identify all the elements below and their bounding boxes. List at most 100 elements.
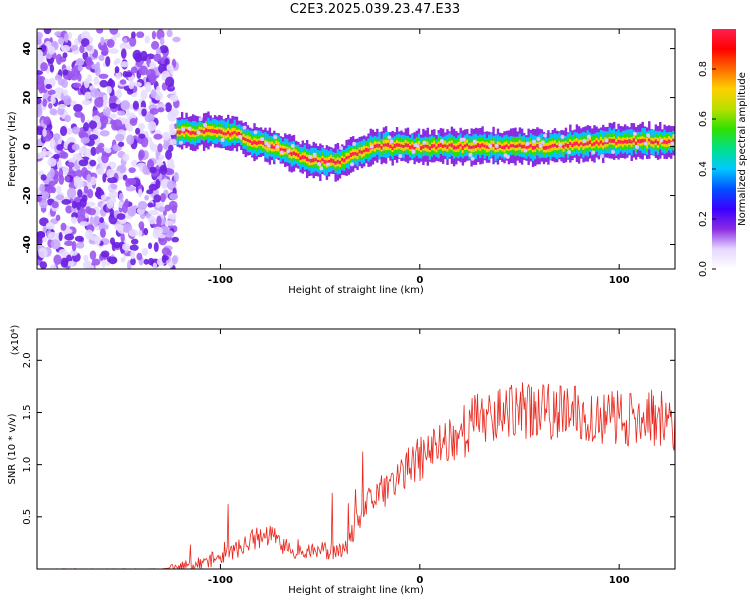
spectrogram-trace-cell — [505, 144, 508, 148]
spectrogram-noise-cell — [122, 243, 130, 251]
spectrogram-noise-cell — [153, 241, 159, 253]
spectrogram-trace-cell — [639, 139, 642, 144]
spectrogram-noise-cell — [87, 188, 94, 199]
spectrogram-trace-cell — [619, 140, 622, 144]
spectrogram-noise-cell — [63, 89, 68, 97]
spectrogram-trace-cell — [213, 129, 217, 134]
spectrogram-noise-cell — [130, 249, 136, 260]
spectrogram-halo-cell — [260, 137, 265, 142]
spectrogram-noise-cell — [58, 232, 63, 242]
spectrogram-noise-cell — [83, 254, 89, 262]
spectrogram-noise-cell — [91, 258, 101, 266]
spectrogram-trace-cell — [503, 145, 506, 150]
spectrogram-noise-cell — [109, 113, 118, 119]
spectrogram-trace-cell — [481, 143, 484, 147]
spectrogram-noise-cell — [61, 199, 72, 205]
spectrogram-trace-cell — [273, 146, 276, 149]
spectrogram-trace-cell — [479, 144, 482, 149]
spectrogram-halo-cell — [600, 154, 605, 159]
spectrogram-trace-cell — [569, 142, 572, 146]
spectrogram-trace-cell — [650, 140, 653, 144]
spectrogram-halo-cell — [582, 138, 587, 143]
spectrogram-noise-cell — [99, 217, 104, 224]
spectrogram-trace-cell — [518, 143, 522, 147]
spectrogram-trace-cell — [341, 157, 344, 162]
spectrogram-trace-cell — [580, 142, 583, 145]
spectrogram-trace-cell — [321, 158, 324, 162]
spectrogram-trace-cell — [446, 145, 449, 149]
spectrogram-trace-cell — [187, 130, 190, 134]
spectrogram-trace-cell — [332, 159, 335, 164]
spectrogram-noise-cell — [109, 29, 119, 35]
spectrogram-noise-cell — [71, 143, 80, 151]
spectrogram-noise-cell — [151, 30, 157, 40]
spectrogram-noise-cell — [101, 259, 106, 268]
spectrogram-noise-cell — [134, 52, 143, 63]
spectrogram-trace-cell — [382, 143, 386, 147]
spectrogram-noise-cell — [42, 148, 47, 158]
spectrogram-trace-cell — [303, 155, 307, 159]
spectrogram-trace-cell — [248, 139, 252, 143]
spectrogram-trace-cell — [597, 142, 601, 146]
spectrogram-trace-cell — [663, 139, 666, 144]
spectrogram-noise-cell — [166, 168, 175, 175]
spectrogram-trace-cell — [466, 143, 469, 147]
spectrogram-noise-cell — [130, 257, 136, 266]
spectrogram-noise-cell — [40, 62, 48, 72]
spectrogram-trace-cell — [512, 144, 515, 148]
spectrogram-trace-cell — [599, 140, 603, 144]
spectrogram-trace-cell — [373, 144, 377, 149]
spectrogram-trace-cell — [334, 161, 337, 165]
snr-ylabel: SNR (10 * v/v) — [7, 413, 18, 484]
spectrogram-trace-cell — [474, 144, 478, 148]
spectrogram-noise-cell — [37, 152, 43, 160]
spectrogram-trace-cell — [294, 152, 298, 156]
spectrogram-noise-cell — [110, 183, 118, 190]
spectrogram-noise-cell — [70, 44, 79, 51]
spectrogram-noise-cell — [71, 126, 81, 135]
spectrogram-noise-cell — [46, 184, 55, 194]
spectrogram-noise-cell — [149, 61, 156, 70]
spectrogram-noise-cell — [89, 176, 97, 186]
spectrogram-trace-cell — [301, 155, 304, 160]
spectrogram-trace-cell — [492, 144, 495, 147]
spectrogram-halo-cell — [339, 145, 344, 150]
spectrogram-noise-cell — [54, 74, 62, 81]
spectrogram-halo-cell — [538, 143, 543, 148]
spectrogram-noise-cell — [129, 36, 137, 47]
spectrogram-trace-cell — [621, 140, 625, 144]
snr-x-tick-label: 0 — [416, 575, 423, 586]
spectrogram-x-tick-label: 100 — [609, 275, 630, 286]
snr-x-tick-label: -100 — [208, 575, 233, 586]
spectrogram-noise-cell — [64, 233, 75, 241]
spectrogram-noise-cell — [147, 114, 155, 122]
spectrogram-trace-cell — [253, 140, 256, 145]
spectrogram-noise-cell — [47, 157, 57, 167]
spectrogram-noise-cell — [94, 237, 101, 245]
spectrogram-noise-cell — [157, 143, 163, 153]
spectrogram-noise-cell — [112, 119, 123, 130]
spectrogram-noise-cell — [89, 159, 97, 167]
spectrogram-halo-cell — [273, 135, 278, 140]
spectrogram-noise-cell — [140, 50, 148, 62]
spectrogram-noise-cell — [150, 89, 157, 99]
spectrogram-trace-cell — [319, 160, 322, 165]
spectrogram-noise-cell — [72, 82, 82, 89]
spectrogram-trace-cell — [257, 140, 261, 145]
spectrogram-noise-cell — [147, 120, 157, 132]
spectrogram-noise-cell — [58, 103, 67, 110]
spectrogram-noise-cell — [135, 127, 141, 135]
spectrogram-trace-cell — [452, 145, 456, 150]
spectrogram-y-tick-label: 40 — [22, 42, 33, 56]
spectrogram-halo-cell — [472, 139, 477, 144]
spectrogram-noise-cell — [55, 214, 61, 222]
spectrogram-halo-cell — [203, 122, 208, 127]
spectrogram-noise-cell — [85, 229, 94, 240]
spectrogram-noise-cell — [164, 102, 172, 113]
spectrogram-trace-cell — [406, 143, 410, 148]
spectrogram-trace-cell — [571, 143, 574, 148]
spectrogram-noise-cell — [123, 37, 128, 44]
spectrogram-noise-cell — [120, 100, 131, 110]
spectrogram-trace-cell — [393, 144, 397, 149]
spectrogram-halo-cell — [308, 154, 313, 159]
